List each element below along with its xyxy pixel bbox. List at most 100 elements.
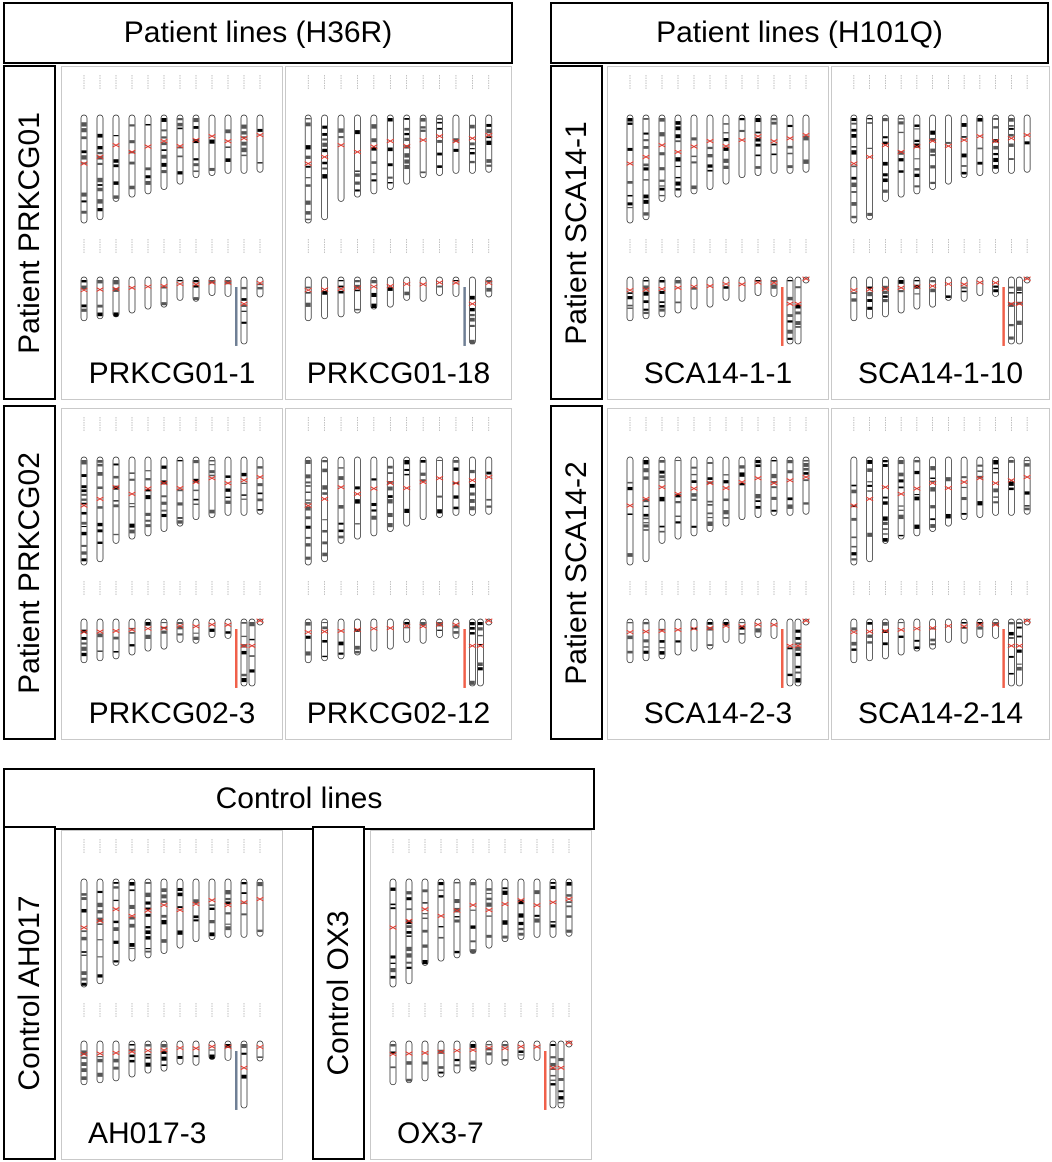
chromosome-13 <box>80 618 88 664</box>
chromosome-8 <box>738 456 746 520</box>
chromosome-11 <box>240 114 248 174</box>
chromosome-1 <box>850 456 858 566</box>
chromosome-10 <box>452 114 460 174</box>
chromosome-y <box>485 276 493 298</box>
chromosome-11 <box>468 114 477 174</box>
chromosome-22 <box>452 618 460 639</box>
chromosome-8 <box>738 114 746 178</box>
chromosome-13 <box>304 618 312 664</box>
chromosome-15 <box>112 618 120 660</box>
sex-chromosome-bar <box>235 1051 238 1110</box>
chromosome-10 <box>770 456 778 516</box>
chromosome-14 <box>96 276 104 320</box>
chromosome-11 <box>240 456 248 516</box>
chromosome-15 <box>112 1040 120 1082</box>
chromosome-5 <box>690 114 698 195</box>
chromosome-3 <box>112 456 120 544</box>
chromosome-2 <box>405 878 413 985</box>
chromosome-17 <box>453 1040 461 1074</box>
chromosome-10 <box>991 114 1000 174</box>
chromosome-4 <box>128 456 136 540</box>
chromosome-14 <box>865 276 874 320</box>
chromosome-22 <box>533 1040 541 1061</box>
chromosome-10 <box>991 456 1000 516</box>
chromosome-6 <box>160 456 168 532</box>
chromosome-4 <box>353 114 362 198</box>
chromosome-17 <box>370 276 378 310</box>
panel-caption: SCA14-1-10 <box>857 357 1024 390</box>
chromosome-13 <box>850 618 858 664</box>
chromosome-6 <box>160 878 168 954</box>
chromosome-19 <box>485 1040 493 1065</box>
chromosome-1 <box>80 878 88 988</box>
chromosome-18 <box>706 276 714 308</box>
chromosome-21 <box>435 618 444 638</box>
chromosome-21 <box>517 1040 525 1060</box>
chromosome-20 <box>192 618 200 644</box>
chromosome-12 <box>256 114 264 173</box>
chromosome-20 <box>419 618 427 644</box>
chromosome-11 <box>240 878 248 938</box>
chromosome-3 <box>112 878 120 966</box>
chromosome-8 <box>192 114 200 178</box>
karyogram <box>304 417 493 688</box>
chromosome-20 <box>960 618 968 644</box>
chromosome-x-2 <box>1015 618 1024 687</box>
row-label-prkcg02: Patient PRKCG02 <box>3 405 56 740</box>
group-header-h101q: Patient lines (H101Q) <box>550 2 1049 64</box>
chromosome-12 <box>1023 114 1031 173</box>
chromosome-6 <box>928 114 937 190</box>
chromosome-20 <box>419 276 427 302</box>
chromosome-8 <box>419 456 427 520</box>
chromosome-22 <box>991 618 1000 639</box>
chromosome-x <box>468 276 477 345</box>
chromosome-12 <box>565 878 573 937</box>
chromosome-8 <box>192 456 200 520</box>
karyogram <box>626 417 810 688</box>
chromosome-18 <box>386 618 395 650</box>
chromosome-4 <box>674 114 682 198</box>
chromosome-x-2 <box>794 276 802 345</box>
chromosome-19 <box>176 276 184 301</box>
karyotype-panel-prkcg02-3: PRKCG02-3 <box>61 408 283 740</box>
chromosome-6 <box>928 456 937 532</box>
sex-chromosome-bar <box>781 287 784 346</box>
chromosome-17 <box>370 618 378 652</box>
chromosome-13 <box>80 276 88 322</box>
chromosome-14 <box>96 618 104 662</box>
row-label-ah017-text: Control AH017 <box>12 895 46 1091</box>
chromosome-19 <box>176 1040 184 1065</box>
chromosome-3 <box>337 114 345 202</box>
chromosome-9 <box>754 114 762 176</box>
chromosome-2 <box>642 456 650 563</box>
chromosome-2 <box>320 114 329 221</box>
sex-chromosome-bar <box>1002 629 1005 688</box>
chromosome-2 <box>642 114 650 221</box>
chromosome-10 <box>224 456 232 516</box>
chromosome-7 <box>176 114 184 185</box>
chromosome-9 <box>976 456 984 518</box>
sex-chromosome-bar <box>1002 287 1005 346</box>
chromosome-6 <box>706 114 714 190</box>
karyotype-panel-sca14-1-1: SCA14-1-1 <box>607 66 829 400</box>
group-header-h36r: Patient lines (H36R) <box>3 2 513 64</box>
chromosome-3 <box>881 114 890 202</box>
chromosome-13 <box>626 276 634 322</box>
chromosome-9 <box>754 456 762 518</box>
row-label-prkcg01: Patient PRKCG01 <box>3 65 56 400</box>
chromosome-12 <box>802 114 810 173</box>
chromosome-18 <box>160 618 168 650</box>
chromosome-x-2 <box>557 1040 565 1109</box>
chromosome-4 <box>128 878 136 962</box>
chromosome-20 <box>738 618 746 644</box>
chromosome-13 <box>389 1040 397 1086</box>
chromosome-15 <box>112 276 120 318</box>
chromosome-22 <box>770 618 778 639</box>
chromosome-11 <box>1007 114 1016 174</box>
chromosome-2 <box>320 456 329 563</box>
chromosome-x <box>786 618 794 687</box>
chromosome-8 <box>960 114 968 178</box>
chromosome-16 <box>674 276 682 314</box>
row-label-sca14-2-text: Patient SCA14-2 <box>559 460 593 685</box>
chromosome-16 <box>437 1040 445 1078</box>
